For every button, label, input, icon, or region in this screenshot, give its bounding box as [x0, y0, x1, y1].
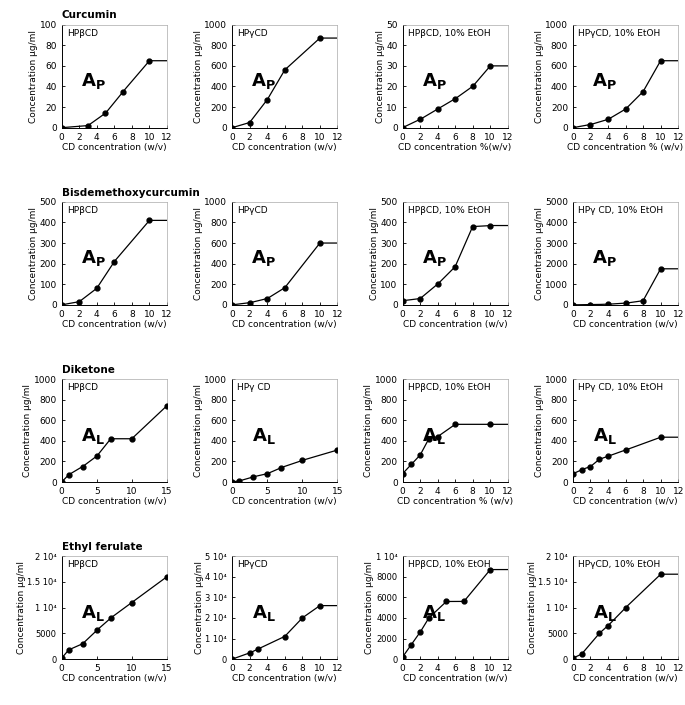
Y-axis label: Concentration μg/ml: Concentration μg/ml	[195, 561, 204, 654]
X-axis label: CD concentration (w/v): CD concentration (w/v)	[62, 675, 166, 683]
Y-axis label: Concentration μg/ml: Concentration μg/ml	[528, 561, 537, 654]
X-axis label: CD concentration (w/v): CD concentration (w/v)	[232, 320, 337, 329]
Y-axis label: Concentration μg/ml: Concentration μg/ml	[535, 30, 544, 123]
X-axis label: CD concentration (w/v): CD concentration (w/v)	[232, 675, 337, 683]
Text: $\mathbf{A_{P}}$: $\mathbf{A_{P}}$	[251, 71, 276, 92]
Y-axis label: Concentration μg/ml: Concentration μg/ml	[194, 30, 203, 123]
Text: $\mathbf{A_{P}}$: $\mathbf{A_{P}}$	[422, 248, 447, 269]
Text: $\mathbf{A_{P}}$: $\mathbf{A_{P}}$	[251, 248, 276, 269]
Text: $\mathbf{A_{P}}$: $\mathbf{A_{P}}$	[81, 71, 105, 92]
Text: HPγCD: HPγCD	[237, 560, 268, 570]
Text: Bisdemethoxycurcumin: Bisdemethoxycurcumin	[62, 188, 199, 197]
X-axis label: CD concentration %(w/v): CD concentration %(w/v)	[399, 143, 512, 152]
Text: HPβCD: HPβCD	[67, 560, 98, 570]
Y-axis label: Concentration μg/ml: Concentration μg/ml	[376, 30, 385, 123]
X-axis label: CD concentration % (w/v): CD concentration % (w/v)	[397, 497, 513, 506]
Y-axis label: Concentration μg/ml: Concentration μg/ml	[535, 207, 544, 300]
Y-axis label: Concentration μg/ml: Concentration μg/ml	[365, 561, 375, 654]
Text: $\mathbf{A_{L}}$: $\mathbf{A_{L}}$	[82, 426, 105, 446]
Text: $\mathbf{A_{L}}$: $\mathbf{A_{L}}$	[252, 426, 275, 446]
X-axis label: CD concentration (w/v): CD concentration (w/v)	[573, 320, 678, 329]
Text: HPγCD: HPγCD	[237, 29, 268, 38]
Y-axis label: Concentration μg/ml: Concentration μg/ml	[194, 384, 203, 477]
Y-axis label: Concentration μg/ml: Concentration μg/ml	[370, 207, 379, 300]
Text: HPγCD, 10% EtOH: HPγCD, 10% EtOH	[578, 560, 660, 570]
Y-axis label: Concentration μg/ml: Concentration μg/ml	[535, 384, 544, 477]
X-axis label: CD concentration (w/v): CD concentration (w/v)	[62, 320, 166, 329]
Text: $\mathbf{A_{L}}$: $\mathbf{A_{L}}$	[252, 603, 275, 623]
Text: $\mathbf{A_{L}}$: $\mathbf{A_{L}}$	[422, 426, 446, 446]
Text: Ethyl ferulate: Ethyl ferulate	[62, 542, 142, 552]
X-axis label: CD concentration % (w/v): CD concentration % (w/v)	[567, 143, 684, 152]
Text: $\mathbf{A_{L}}$: $\mathbf{A_{L}}$	[593, 603, 616, 623]
Text: HPγCD, 10% EtOH: HPγCD, 10% EtOH	[578, 29, 660, 38]
Text: $\mathbf{A_{L}}$: $\mathbf{A_{L}}$	[593, 426, 616, 446]
X-axis label: CD concentration (w/v): CD concentration (w/v)	[232, 143, 337, 152]
Text: $\mathbf{A_{L}}$: $\mathbf{A_{L}}$	[422, 603, 446, 623]
Text: $\mathbf{A_{P}}$: $\mathbf{A_{P}}$	[592, 248, 617, 269]
Text: HPβCD, 10% EtOH: HPβCD, 10% EtOH	[408, 383, 490, 392]
Text: HPγCD: HPγCD	[237, 206, 268, 215]
Text: $\mathbf{A_{P}}$: $\mathbf{A_{P}}$	[592, 71, 617, 92]
X-axis label: CD concentration (w/v): CD concentration (w/v)	[573, 497, 678, 506]
X-axis label: CD concentration (w/v): CD concentration (w/v)	[403, 320, 508, 329]
X-axis label: CD concentration (w/v): CD concentration (w/v)	[62, 143, 166, 152]
Text: Curcumin: Curcumin	[62, 11, 117, 20]
Y-axis label: Concentration μg/ml: Concentration μg/ml	[194, 207, 203, 300]
Text: HPβCD: HPβCD	[67, 206, 98, 215]
Text: HPγ CD, 10% EtOH: HPγ CD, 10% EtOH	[578, 206, 663, 215]
Text: $\mathbf{A_{P}}$: $\mathbf{A_{P}}$	[422, 71, 447, 92]
Y-axis label: Concentration μg/ml: Concentration μg/ml	[364, 384, 373, 477]
Text: $\mathbf{A_{P}}$: $\mathbf{A_{P}}$	[81, 248, 105, 269]
Y-axis label: Concentration μg/ml: Concentration μg/ml	[16, 561, 25, 654]
Y-axis label: Concentration μg/ml: Concentration μg/ml	[23, 384, 32, 477]
X-axis label: CD concentration (w/v): CD concentration (w/v)	[573, 675, 678, 683]
Text: HPβCD: HPβCD	[67, 29, 98, 38]
X-axis label: CD concentration (w/v): CD concentration (w/v)	[62, 497, 166, 506]
Text: HPγ CD, 10% EtOH: HPγ CD, 10% EtOH	[578, 383, 663, 392]
X-axis label: CD concentration (w/v): CD concentration (w/v)	[403, 675, 508, 683]
Y-axis label: Concentration μg/ml: Concentration μg/ml	[29, 207, 38, 300]
Text: $\mathbf{A_{L}}$: $\mathbf{A_{L}}$	[82, 603, 105, 623]
X-axis label: CD concentration (w/v): CD concentration (w/v)	[232, 497, 337, 506]
Text: HPγ CD: HPγ CD	[237, 383, 271, 392]
Text: HPβCD, 10% EtOH: HPβCD, 10% EtOH	[408, 206, 490, 215]
Text: HPβCD, 10% EtOH: HPβCD, 10% EtOH	[408, 560, 490, 570]
Text: Diketone: Diketone	[62, 364, 114, 375]
Y-axis label: Concentration μg/ml: Concentration μg/ml	[29, 30, 38, 123]
Text: HPβCD, 10% EtOH: HPβCD, 10% EtOH	[408, 29, 490, 38]
Text: HPβCD: HPβCD	[67, 383, 98, 392]
